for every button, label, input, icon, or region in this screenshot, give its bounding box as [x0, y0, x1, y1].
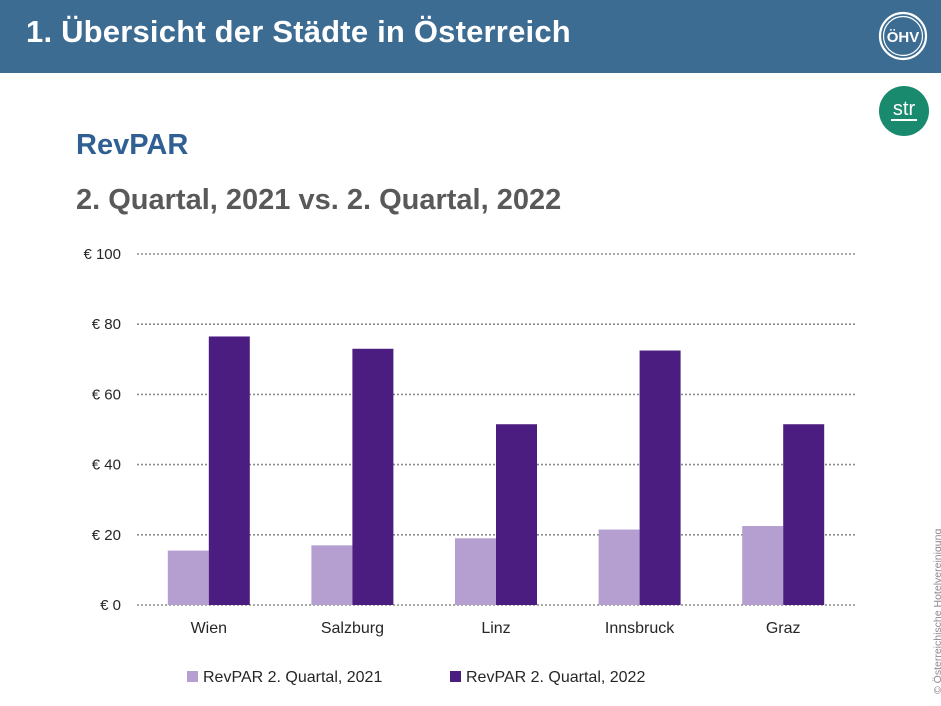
x-category-label: Graz [766, 620, 801, 637]
str-logo-circle [879, 86, 929, 136]
bar-2021 [598, 529, 640, 605]
legend-swatch [187, 671, 198, 682]
copyright-note: © Österreichische Hotelvereinigung [932, 528, 941, 694]
x-category-label: Linz [481, 620, 510, 637]
str-logo: str [879, 86, 929, 136]
str-logo-text: str [893, 98, 916, 120]
page-title: 1. Übersicht der Städte in Österreich [26, 14, 571, 49]
bar-2021 [742, 526, 784, 605]
header-bar: 1. Übersicht der Städte in Österreich [0, 0, 941, 73]
bar-2022 [783, 424, 825, 605]
y-tick-label: € 20 [92, 527, 121, 544]
bar-2021 [455, 538, 496, 605]
y-tick-label: € 60 [92, 386, 121, 403]
y-tick-label: € 40 [92, 457, 121, 474]
legend-label: RevPAR 2. Quartal, 2022 [466, 669, 645, 686]
bar-2022 [639, 350, 681, 605]
chart-title: 2. Quartal, 2021 vs. 2. Quartal, 2022 [76, 184, 562, 216]
str-logo-underline [891, 119, 917, 121]
bar-2022 [208, 336, 250, 605]
ohv-logo-text: ÖHV [887, 29, 920, 46]
y-tick-label: € 80 [92, 316, 121, 333]
bar-2021 [311, 545, 353, 605]
legend-label: RevPAR 2. Quartal, 2021 [203, 669, 382, 686]
y-tick-label: € 100 [83, 246, 121, 263]
y-tick-label: € 0 [100, 597, 121, 614]
bar-2021 [167, 550, 209, 605]
x-category-label: Innsbruck [605, 620, 675, 637]
legend-swatch [450, 671, 461, 682]
x-category-label: Wien [191, 620, 227, 637]
section-subtitle: RevPAR [76, 129, 189, 161]
bar-2022 [352, 348, 394, 605]
ohv-logo: ÖHV [878, 11, 928, 61]
bar-2022 [496, 424, 537, 605]
x-category-label: Salzburg [321, 620, 384, 637]
